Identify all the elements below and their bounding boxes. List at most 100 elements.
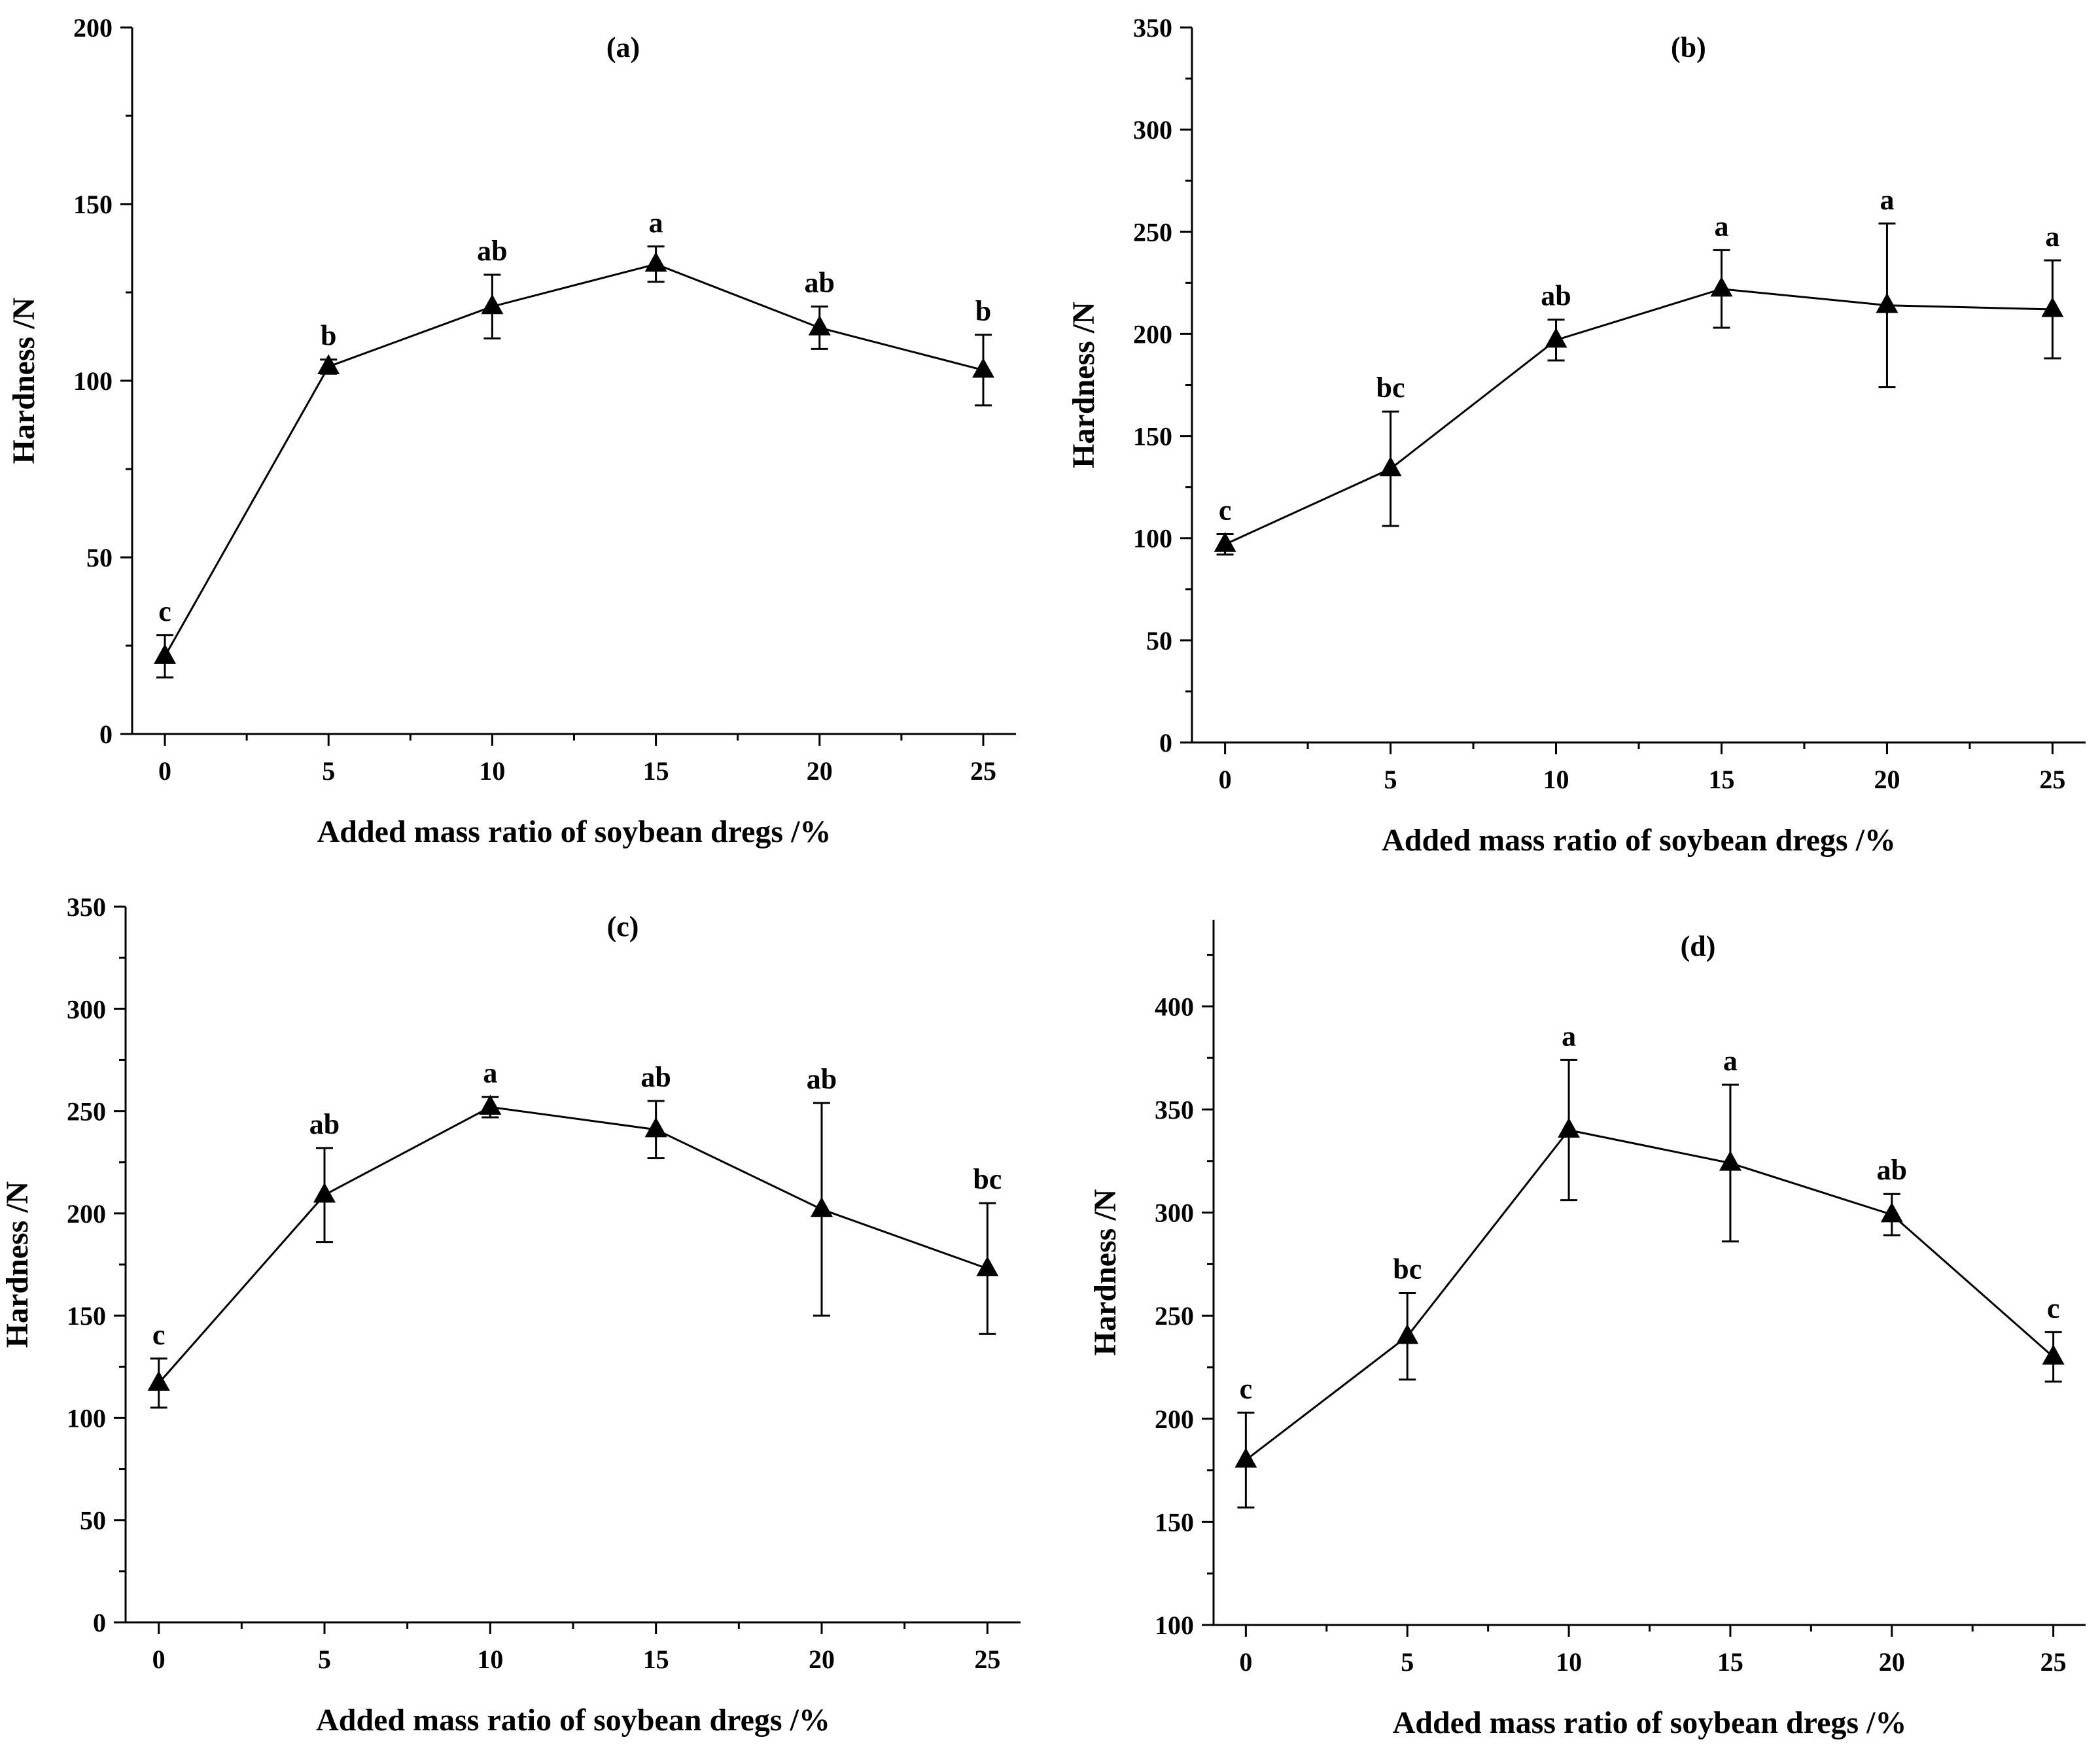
significance-label: ab xyxy=(1541,280,1571,312)
significance-label: c xyxy=(2047,1292,2060,1324)
data-point-marker xyxy=(1876,292,1899,313)
x-tick-label: 10 xyxy=(477,1645,503,1674)
x-tick-label: 25 xyxy=(2040,1647,2067,1677)
y-tick-label: 200 xyxy=(1133,319,1172,349)
series-line xyxy=(164,263,984,657)
x-tick-label: 15 xyxy=(643,1645,669,1674)
panel-a: 0 50 100 150 200 0 5 10 15 20 25 Added mass ratio o… xyxy=(7,13,1016,849)
significance-label: ab xyxy=(640,1061,671,1093)
significance-label: a xyxy=(649,207,663,239)
data-point-marker xyxy=(1558,1117,1581,1138)
data-point-marker xyxy=(154,644,177,664)
y-tick-label: 250 xyxy=(1133,217,1172,247)
y-tick-label: 100 xyxy=(67,1403,106,1433)
x-axis-title: Added mass ratio of soybean dregs /% xyxy=(1382,823,1896,858)
data-point-marker xyxy=(147,1371,170,1391)
y-axis-title: Hardness /N xyxy=(1088,1189,1123,1355)
data-point-marker xyxy=(317,354,340,375)
y-tick-label: 250 xyxy=(1155,1301,1194,1331)
x-tick-label: 0 xyxy=(1219,765,1232,794)
y-axis-title: Hardness /N xyxy=(0,1181,35,1348)
y-tick-label: 350 xyxy=(67,892,106,922)
significance-label: bc xyxy=(973,1163,1002,1195)
y-tick-label: 150 xyxy=(1155,1507,1194,1537)
x-tick-label: 10 xyxy=(1556,1647,1582,1677)
significance-label: b xyxy=(321,320,336,352)
significance-label: a xyxy=(1562,1020,1576,1052)
y-tick-label: 100 xyxy=(1155,1611,1194,1640)
y-tick-label: 250 xyxy=(67,1097,106,1126)
significance-label: b xyxy=(975,295,991,327)
y-axis-title: Hardness /N xyxy=(1066,302,1101,468)
data-point-marker xyxy=(644,251,667,272)
significance-label: ab xyxy=(805,267,835,299)
significance-label: bc xyxy=(1393,1253,1422,1285)
y-tick-label: 0 xyxy=(93,1608,106,1637)
y-tick-label: 150 xyxy=(73,190,113,219)
x-tick-label: 0 xyxy=(152,1645,166,1674)
panel-title: (b) xyxy=(1671,31,1706,63)
y-tick-label: 100 xyxy=(73,366,113,396)
significance-label: ab xyxy=(477,235,507,267)
data-point-marker xyxy=(479,1094,502,1115)
y-tick-label: 300 xyxy=(1155,1198,1194,1228)
panel-title: (d) xyxy=(1681,930,1716,962)
y-tick-label: 300 xyxy=(67,994,106,1024)
significance-label: a xyxy=(1723,1045,1738,1077)
x-axis-title: Added mass ratio of soybean dregs /% xyxy=(316,1703,830,1737)
data-point-marker xyxy=(808,315,831,336)
data-point-marker xyxy=(1719,1150,1741,1171)
y-tick-label: 100 xyxy=(1133,524,1172,553)
x-tick-label: 25 xyxy=(2039,765,2065,794)
x-tick-label: 20 xyxy=(1879,1647,1905,1677)
significance-label: c xyxy=(152,1319,166,1351)
y-axis-title: Hardness /N xyxy=(7,297,41,464)
x-tick-label: 5 xyxy=(322,756,335,786)
x-tick-label: 15 xyxy=(1708,765,1734,794)
y-tick-label: 150 xyxy=(67,1301,106,1331)
x-tick-label: 20 xyxy=(1874,765,1900,794)
y-tick-label: 50 xyxy=(80,1506,106,1535)
panel-title: (c) xyxy=(607,911,639,943)
significance-label: a xyxy=(1880,184,1894,216)
data-point-marker xyxy=(481,294,504,315)
y-tick-label: 200 xyxy=(1155,1405,1194,1434)
x-tick-label: 5 xyxy=(1384,765,1397,794)
x-tick-label: 0 xyxy=(1239,1647,1252,1677)
x-tick-label: 15 xyxy=(1717,1647,1743,1677)
significance-label: c xyxy=(1240,1372,1253,1405)
y-tick-label: 350 xyxy=(1155,1095,1194,1125)
data-point-marker xyxy=(2041,296,2064,317)
y-tick-label: 300 xyxy=(1133,115,1172,145)
data-point-marker xyxy=(811,1196,833,1217)
data-point-marker xyxy=(1710,276,1733,297)
x-tick-label: 20 xyxy=(807,756,833,786)
significance-label: bc xyxy=(1376,372,1405,404)
x-tick-label: 5 xyxy=(318,1645,331,1674)
data-point-marker xyxy=(1545,327,1567,348)
significance-label: a xyxy=(483,1057,497,1089)
panel-b: 0 50 100 150 200 250 300 350 0 5 10 15 20 25 Added mas… xyxy=(1066,13,2086,858)
x-axis-title: Added mass ratio of soybean dregs /% xyxy=(1393,1705,1907,1740)
panel-d: 100 150 200 250 300 350 400 0 5 10 15 20 25 Added mas… xyxy=(1088,920,2086,1740)
y-tick-label: 0 xyxy=(1159,728,1172,758)
data-point-marker xyxy=(1880,1202,1903,1223)
series-line xyxy=(158,1106,988,1384)
y-tick-label: 0 xyxy=(99,720,113,749)
significance-label: ab xyxy=(1877,1154,1907,1186)
y-tick-label: 200 xyxy=(73,13,113,43)
significance-label: a xyxy=(1714,210,1728,242)
x-tick-label: 15 xyxy=(643,756,669,786)
y-tick-label: 400 xyxy=(1155,992,1194,1021)
data-point-marker xyxy=(313,1182,336,1203)
x-tick-label: 10 xyxy=(479,756,505,786)
y-tick-label: 200 xyxy=(67,1199,106,1229)
y-tick-label: 350 xyxy=(1133,13,1172,43)
panel-c: 0 50 100 150 200 250 300 350 0 5 10 15 20 25 Added mas… xyxy=(0,892,1021,1737)
data-point-marker xyxy=(1379,456,1402,477)
x-tick-label: 25 xyxy=(970,756,996,786)
significance-label: c xyxy=(1219,494,1232,526)
y-tick-label: 150 xyxy=(1133,422,1172,451)
x-tick-label: 10 xyxy=(1543,765,1569,794)
data-point-marker xyxy=(2042,1344,2065,1365)
